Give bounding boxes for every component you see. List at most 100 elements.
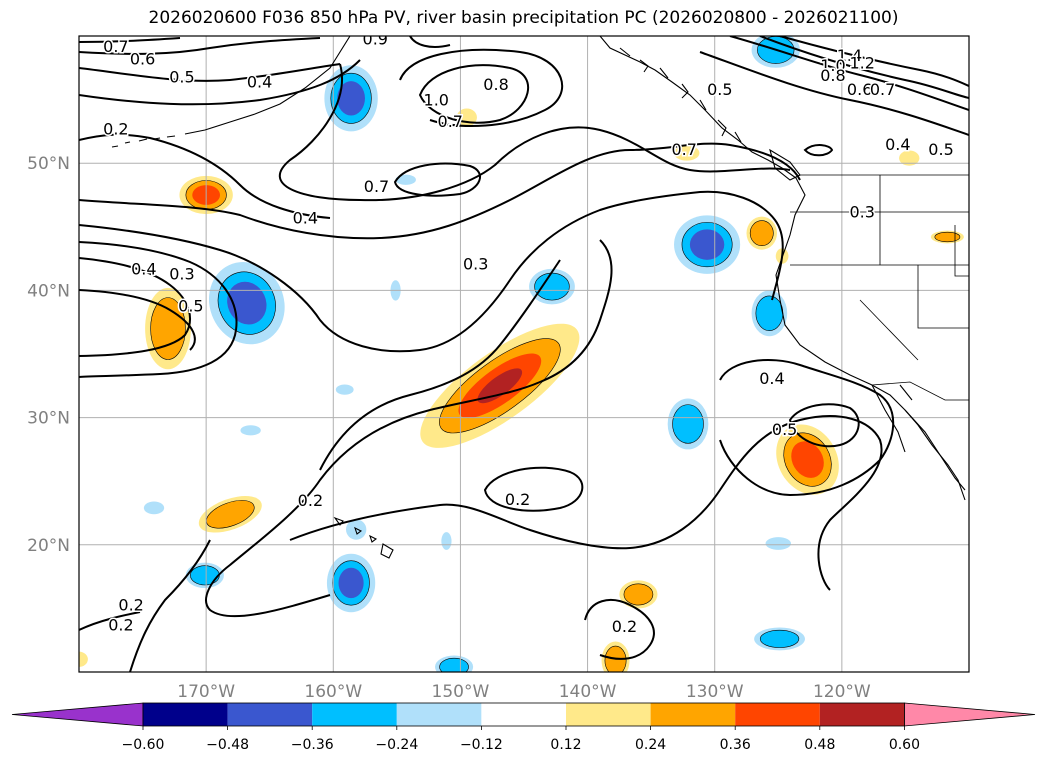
pv-contour-label: 0.6 bbox=[130, 50, 155, 69]
negative-pc-anomaly-17 bbox=[326, 553, 376, 613]
positive-pc-anomaly-7 bbox=[674, 145, 700, 161]
colorbar-segment bbox=[566, 703, 651, 726]
pc-fill-level-3 bbox=[227, 281, 267, 325]
pv-contour-label: 0.8 bbox=[820, 66, 845, 85]
colorbar-segment bbox=[396, 703, 482, 726]
pc-fill-level-1 bbox=[143, 501, 165, 515]
colorbar-tick-label: −0.48 bbox=[206, 737, 249, 753]
pv-contour-label: 0.5 bbox=[772, 420, 797, 439]
pv-contour-label: 0.2 bbox=[612, 617, 637, 636]
pv-contour-label: 0.4 bbox=[885, 135, 910, 154]
pv-contour-0-5-northeast bbox=[699, 51, 969, 136]
negative-pc-anomaly-24 bbox=[435, 655, 474, 672]
pc-fill-level-1 bbox=[240, 425, 261, 436]
pv-contour-label: 0.4 bbox=[759, 369, 784, 388]
pc-fill-level-1 bbox=[765, 537, 791, 550]
pc-fill-level-1 bbox=[674, 145, 700, 161]
negative-pc-anomaly-32 bbox=[441, 532, 452, 550]
pc-fill-level-2 bbox=[672, 404, 704, 444]
state-borders bbox=[790, 175, 969, 361]
pv-contour-0-4-large bbox=[79, 142, 801, 240]
latitude-label: 30°N bbox=[27, 409, 70, 429]
pv-contour-0-7-northeast bbox=[729, 36, 969, 111]
colorbar-segment bbox=[819, 703, 905, 726]
pv-contour-0-3-west bbox=[79, 257, 191, 357]
longitude-label: 150°W bbox=[432, 682, 490, 702]
pv-contour-0-5-west bbox=[79, 289, 196, 351]
aleutian-islands bbox=[111, 135, 176, 148]
pv-contour-label: 0.7 bbox=[103, 37, 128, 56]
alaska-coastline bbox=[184, 36, 351, 135]
pv-contour-label: 0.8 bbox=[483, 75, 508, 94]
pv-contour-label: 0.4 bbox=[247, 73, 272, 92]
pv-contour-label: 0.3 bbox=[849, 202, 874, 221]
pv-contour-lines bbox=[79, 36, 969, 672]
pc-fill-level-4 bbox=[477, 368, 523, 404]
colorbar-tick-label: 0.12 bbox=[550, 737, 581, 753]
pv-contour-1-0-northeast bbox=[779, 36, 969, 87]
negative-pc-anomaly-31 bbox=[765, 537, 791, 550]
pc-fill-level-1 bbox=[441, 532, 452, 550]
positive-pc-anomaly-6 bbox=[930, 230, 964, 244]
longitude-label: 160°W bbox=[304, 682, 362, 702]
pc-fill-level-2 bbox=[623, 583, 654, 606]
pv-contour-0-7-ridge bbox=[278, 63, 791, 202]
negative-pc-anomaly-29 bbox=[143, 501, 165, 515]
pv-contour-label: 0.7 bbox=[870, 80, 895, 99]
vancouver-island bbox=[769, 148, 801, 181]
pv-contour-label: 0.2 bbox=[108, 616, 133, 635]
pv-contour-label: 1.4 bbox=[837, 46, 862, 65]
positive-pc-anomaly-13 bbox=[79, 651, 88, 667]
colorbar-tick-label: −0.24 bbox=[375, 737, 418, 753]
colorbar-segment bbox=[227, 703, 313, 726]
longitude-label: 130°W bbox=[686, 682, 744, 702]
map-frame bbox=[78, 35, 970, 673]
colorbar-frame bbox=[142, 702, 905, 727]
longitude-label: 170°W bbox=[177, 682, 235, 702]
pc-fill-level-2 bbox=[604, 645, 627, 672]
pc-fill-level-1 bbox=[79, 651, 88, 667]
colorbar-tick-label: −0.12 bbox=[460, 737, 503, 753]
pv-contour-0-2-loop bbox=[483, 466, 584, 512]
pc-fill-level-1 bbox=[395, 174, 416, 185]
positive-pc-anomaly-4 bbox=[198, 496, 262, 533]
us-mexico-border bbox=[871, 381, 969, 401]
pv-contour-label: 0.7 bbox=[364, 177, 389, 196]
pv-contour-label: 0.6 bbox=[847, 80, 872, 99]
pc-fill-level-1 bbox=[899, 150, 920, 166]
pc-fill-level-2 bbox=[150, 297, 186, 360]
pv-contour-0-2-central bbox=[205, 239, 613, 618]
pv-contour-label: 0.2 bbox=[298, 491, 323, 510]
pv-contour-0-4-west bbox=[79, 241, 238, 378]
pv-contour-label: 0.7 bbox=[438, 112, 463, 131]
pv-contour-label: 1.0 bbox=[424, 90, 449, 109]
baja-outline bbox=[871, 384, 906, 453]
negative-pc-anomaly-25 bbox=[346, 519, 367, 540]
negative-pc-anomaly-23 bbox=[754, 627, 805, 651]
colorbar-tick-label: 0.24 bbox=[635, 737, 666, 753]
pv-contour-label: 0.5 bbox=[178, 296, 203, 315]
latitude-label: 40°N bbox=[27, 281, 70, 301]
colorbar-segment bbox=[481, 703, 566, 726]
longitude-label: 140°W bbox=[559, 682, 617, 702]
political-borders bbox=[790, 174, 969, 401]
pc-fill-level-3 bbox=[689, 229, 725, 260]
pc-fill-level-2 bbox=[190, 565, 220, 586]
pc-colorbar bbox=[11, 702, 1036, 727]
pv-contour-0-7-small bbox=[393, 162, 482, 197]
colorbar-tick-label: 0.48 bbox=[804, 737, 835, 753]
pv-contour-0-4-north bbox=[79, 59, 361, 106]
pv-contour-0-8-gulf bbox=[399, 48, 564, 127]
colorbar-tick-label: −0.36 bbox=[291, 737, 334, 753]
positive-pc-anomaly-11 bbox=[619, 580, 658, 609]
colorbar-max-extension bbox=[904, 702, 1036, 727]
contour-labels: 0.70.60.5 0.40.20.91.00.80.70.70.51.41.21… bbox=[102, 29, 956, 637]
pv-contour-label: 0.5 bbox=[707, 80, 732, 99]
pv-contour-0-4-pacnw bbox=[803, 144, 834, 157]
pv-contour-label: 0.4 bbox=[131, 260, 156, 279]
pv-contour-label: 0.9 bbox=[363, 29, 388, 48]
pc-colorbar-tick-labels: −0.60 −0.48 −0.36 −0.24 −0.12 0.12 0.24 0.36 0.4… bbox=[122, 726, 920, 753]
pc-fill-level-1 bbox=[346, 519, 367, 540]
negative-pc-anomaly-16 bbox=[674, 215, 741, 274]
pv-contour-label: 1.2 bbox=[849, 53, 874, 72]
